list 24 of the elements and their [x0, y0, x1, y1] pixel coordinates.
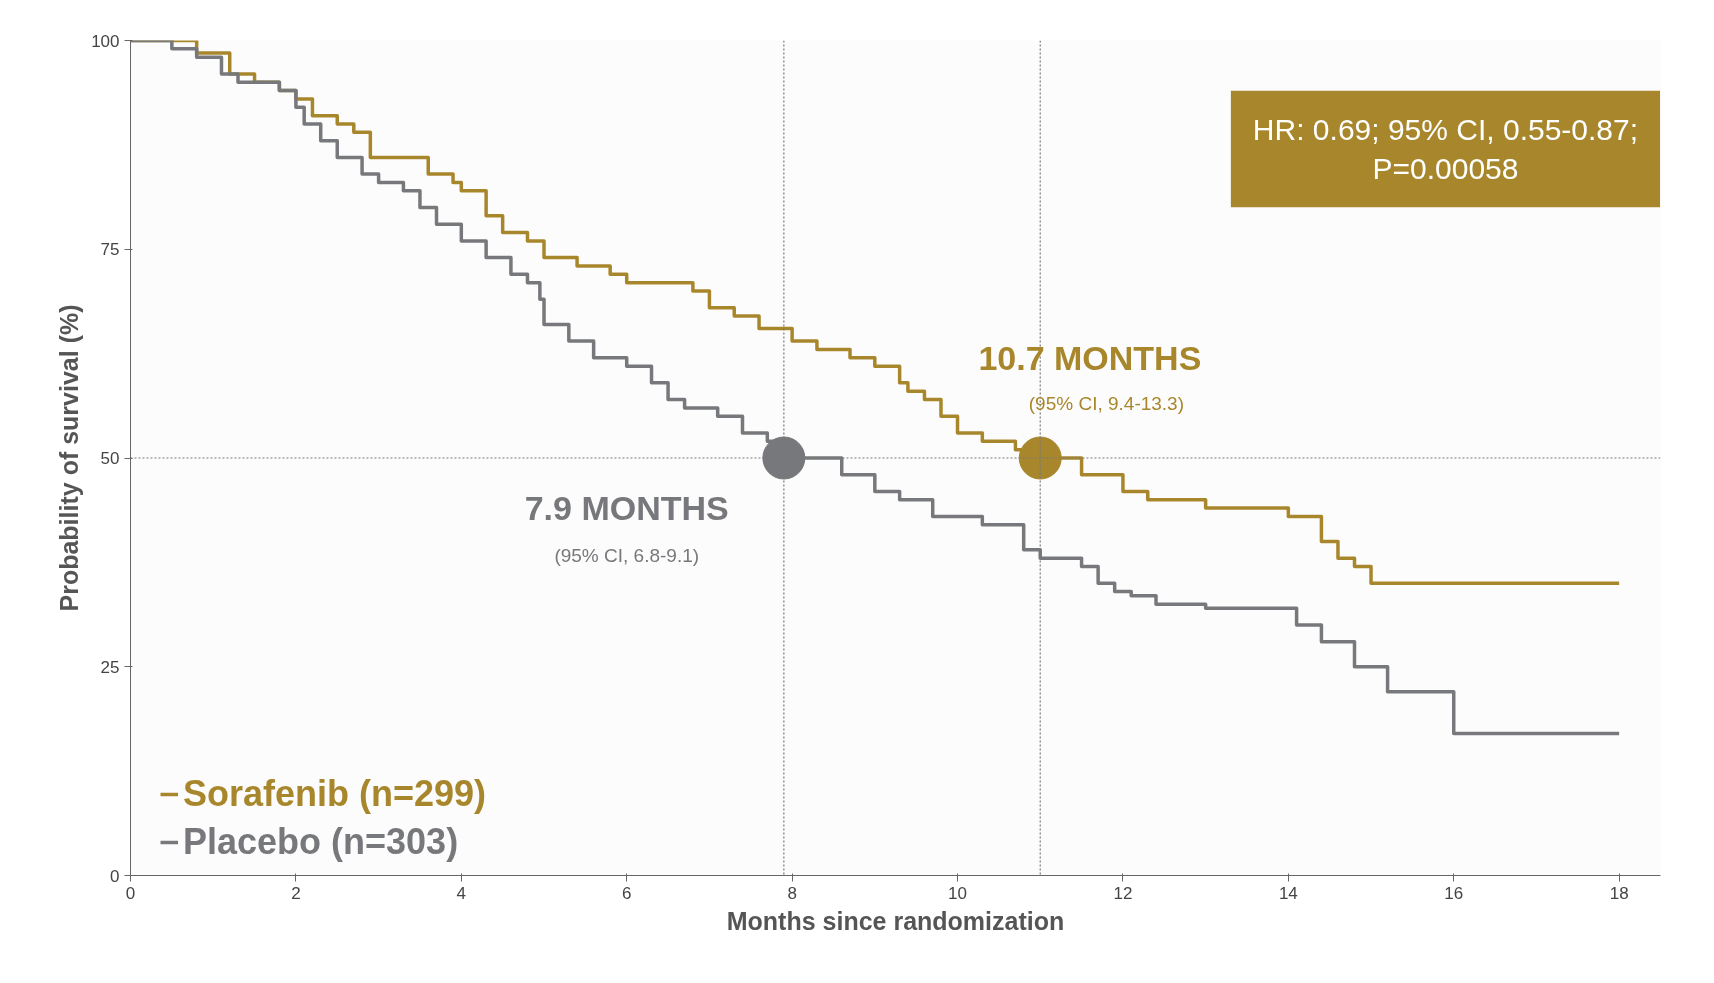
- x-tick-label: 10: [948, 883, 967, 903]
- x-tick-label: 4: [456, 883, 467, 903]
- annotation: 10.7 MONTHS: [978, 338, 1202, 377]
- y-tick-label: 50: [100, 449, 120, 468]
- annotation: (95% CI, 6.8-9.1): [554, 545, 700, 567]
- y-tick-label: 100: [91, 31, 120, 51]
- x-axis-title: Months since randomization: [726, 906, 1065, 935]
- x-tick-label: 14: [1278, 883, 1298, 903]
- annotation: 7.9 MONTHS: [524, 489, 729, 528]
- x-tick-label: 0: [125, 883, 136, 903]
- x-tick-label: 6: [621, 883, 632, 903]
- x-tick-label: 2: [291, 883, 301, 903]
- legend-label: Sorafenib (n=299): [183, 773, 487, 815]
- y-tick-label: 75: [100, 240, 120, 260]
- y-tick-label: 25: [100, 657, 120, 677]
- x-tick-label: 8: [787, 883, 797, 903]
- annotation: (95% CI, 9.4-13.3): [1028, 393, 1185, 415]
- x-tick-label: 18: [1609, 883, 1629, 903]
- y-axis-title: Probability of survival (%): [55, 304, 84, 612]
- x-tick-label: 16: [1444, 883, 1464, 903]
- y-tick-label: 0: [110, 866, 120, 886]
- x-tick-label: 12: [1113, 883, 1133, 903]
- legend-label: Placebo (n=303): [183, 821, 459, 863]
- annotation: HR: 0.69; 95% CI, 0.55-0.87; P=0.00058: [1252, 112, 1639, 186]
